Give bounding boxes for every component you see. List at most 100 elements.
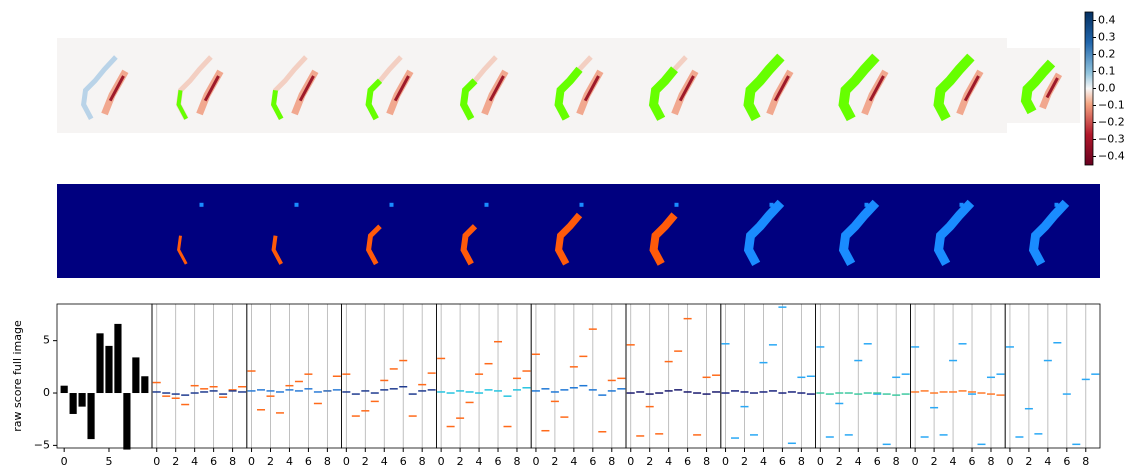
x-tick-label: 0 <box>627 455 634 468</box>
attribution-mask <box>459 78 478 121</box>
attribution-tile <box>1005 48 1080 123</box>
attribution-mask <box>838 53 880 122</box>
mask-dot <box>769 202 774 207</box>
x-tick-label: 0 <box>817 455 824 468</box>
x-tick-label: 8 <box>893 455 900 468</box>
x-tick-label: 2 <box>931 455 938 468</box>
colorbar <box>1084 11 1094 166</box>
attribution-tile <box>817 38 912 133</box>
attribution-tile <box>532 38 627 133</box>
y-axis-label: raw score full image <box>11 320 24 432</box>
attribution-streak-core <box>868 75 885 102</box>
x-tick-label: 4 <box>665 455 672 468</box>
y-tick-label: 0 <box>43 386 50 399</box>
mask-dot <box>579 202 584 207</box>
colorbar-tick-label: 0.2 <box>1098 48 1116 61</box>
x-tick-label: 4 <box>476 455 483 468</box>
mask-shape <box>838 199 880 267</box>
x-tick-label: 2 <box>551 455 558 468</box>
bar <box>141 376 149 394</box>
mask-dot <box>674 202 679 207</box>
mask-shape <box>366 224 382 266</box>
attribution-tile <box>437 38 532 133</box>
mask-dot <box>864 202 869 207</box>
x-tick-label: 4 <box>570 455 577 468</box>
attribution-tile <box>152 38 247 133</box>
attribution-streak-core <box>488 75 505 102</box>
x-tick-label: 8 <box>419 455 426 468</box>
x-tick-label: 6 <box>495 455 502 468</box>
x-tick-label: 0 <box>248 455 255 468</box>
x-tick-label: 4 <box>286 455 293 468</box>
mask-dot <box>389 202 394 207</box>
x-tick-label: 4 <box>1044 455 1051 468</box>
x-tick-label: 4 <box>950 455 957 468</box>
attribution-tile <box>342 38 437 133</box>
x-tick-label: 2 <box>267 455 274 468</box>
bar <box>105 345 113 394</box>
attribution-streak-core <box>773 75 790 102</box>
x-tick-label: 0 <box>722 455 729 468</box>
mask-dot <box>199 202 204 207</box>
x-tick-label: 2 <box>1025 455 1032 468</box>
x-tick-label: 8 <box>798 455 805 468</box>
bar <box>96 333 104 394</box>
mask-dot <box>484 202 489 207</box>
x-tick-label: 4 <box>855 455 862 468</box>
x-tick-label: 4 <box>191 455 198 468</box>
x-tick-label: 0 <box>1006 455 1013 468</box>
attribution-tile <box>912 38 1007 133</box>
attribution-mask <box>365 78 383 121</box>
x-tick-label: 2 <box>362 455 369 468</box>
bar <box>114 323 122 394</box>
mask-band <box>57 184 1100 278</box>
x-tick-label: 8 <box>229 455 236 468</box>
x-tick-label: 8 <box>1082 455 1089 468</box>
attribution-mask <box>743 53 785 122</box>
panel-frame <box>1004 303 1101 449</box>
colorbar-tick-label: −0.1 <box>1098 99 1125 112</box>
x-tick-label: 6 <box>969 455 976 468</box>
x-tick-label: 0 <box>438 455 445 468</box>
mask-dot <box>1054 202 1059 207</box>
x-tick-label: 8 <box>513 455 520 468</box>
attribution-mask <box>933 53 975 122</box>
x-tick-label: 6 <box>779 455 786 468</box>
attribution-streak-core <box>108 75 125 102</box>
mask-dot <box>959 202 964 207</box>
attribution-mask <box>271 89 284 120</box>
mask-dot <box>294 202 299 207</box>
x-tick-label: 6 <box>589 455 596 468</box>
x-tick-label: 0 <box>532 455 539 468</box>
x-tick-label: 0 <box>343 455 350 468</box>
x-tick-label: 8 <box>987 455 994 468</box>
x-tick-label: 8 <box>703 455 710 468</box>
attribution-streak-core <box>963 75 980 102</box>
x-tick-label: 6 <box>874 455 881 468</box>
mask-shape <box>649 212 678 266</box>
attribution-streak-core <box>298 75 315 102</box>
attribution-streak-core <box>678 75 695 102</box>
x-tick-label: 0 <box>153 455 160 468</box>
x-tick-label: 8 <box>324 455 331 468</box>
mask-shape <box>177 235 188 265</box>
colorbar-tick-label: 0.4 <box>1098 14 1116 27</box>
x-tick-label: 6 <box>684 455 691 468</box>
x-tick-label: 2 <box>836 455 843 468</box>
x-tick-label: 2 <box>741 455 748 468</box>
attribution-tile <box>627 38 722 133</box>
attribution-streak-core <box>583 75 600 102</box>
attribution-tile <box>722 38 817 133</box>
x-tick-label: 6 <box>305 455 312 468</box>
bar <box>123 393 131 450</box>
attribution-mask <box>176 90 188 120</box>
mask-shape <box>933 199 975 267</box>
x-tick-label: 2 <box>646 455 653 468</box>
attribution-mask <box>1020 59 1056 115</box>
attribution-tile <box>247 38 342 133</box>
bar <box>60 385 68 394</box>
x-tick-label: 2 <box>457 455 464 468</box>
y-tick-label: 5 <box>43 334 50 347</box>
